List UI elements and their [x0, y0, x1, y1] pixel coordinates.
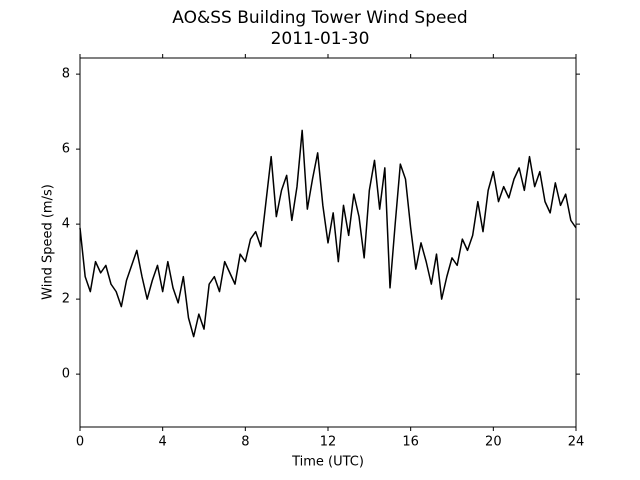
chart-subtitle: 2011-01-30: [271, 29, 370, 49]
x-axis-label: Time (UTC): [291, 455, 364, 470]
y-axis-label: Wind Speed (m/s): [41, 184, 56, 300]
y-tick-label: 2: [62, 292, 70, 307]
y-tick-label: 4: [62, 217, 70, 232]
x-tick-label: 8: [241, 435, 249, 450]
x-tick-label: 0: [76, 435, 84, 450]
y-tick-label: 0: [62, 367, 70, 382]
x-tick-label: 4: [159, 435, 167, 450]
y-tick-label: 6: [62, 142, 70, 157]
x-tick-label: 20: [485, 435, 502, 450]
x-tick-label: 16: [402, 435, 419, 450]
x-tick-label: 24: [568, 435, 585, 450]
y-tick-label: 8: [62, 67, 70, 82]
chart-title: AO&SS Building Tower Wind Speed: [172, 8, 467, 28]
data-line: [79, 129, 577, 338]
x-tick-label: 12: [320, 435, 337, 450]
